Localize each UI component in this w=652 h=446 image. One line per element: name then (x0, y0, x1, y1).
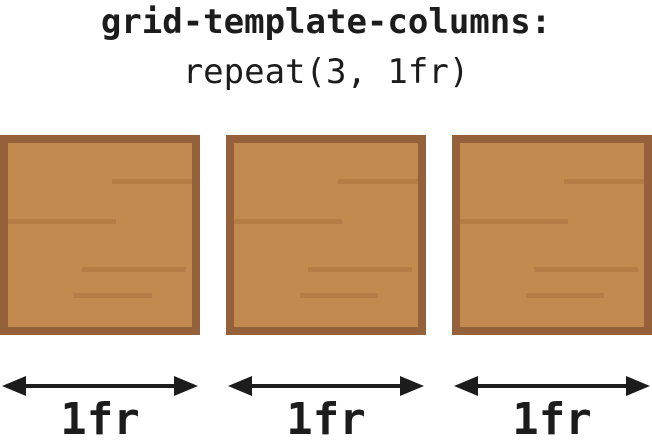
wood-grain (112, 179, 192, 184)
arrow-left-head (228, 376, 252, 396)
wood-grain (338, 179, 418, 184)
column-1-fr-label: 1fr (60, 394, 140, 445)
width-arrow-3 (454, 376, 650, 396)
width-arrow-1 (2, 376, 198, 396)
wood-grain (526, 293, 604, 298)
arrow-right-head (626, 376, 650, 396)
wood-grain (460, 219, 568, 224)
column-3-fr-label: 1fr (512, 394, 592, 445)
wood-grain (308, 267, 412, 272)
arrow-shaft (246, 384, 406, 388)
wood-grain (534, 267, 638, 272)
title-line-2: repeat(3, 1fr) (182, 52, 470, 92)
arrow-right-head (174, 376, 198, 396)
width-arrow-2 (228, 376, 424, 396)
wood-grain (234, 219, 342, 224)
arrow-right-head (400, 376, 424, 396)
wood-grain (300, 293, 378, 298)
grid-item-3 (452, 135, 652, 335)
arrow-shaft (472, 384, 632, 388)
wood-grain (564, 179, 644, 184)
column-2-fr-label: 1fr (286, 394, 366, 445)
wood-grain (82, 267, 186, 272)
arrow-shaft (20, 384, 180, 388)
arrow-left-head (2, 376, 26, 396)
grid-item-2 (226, 135, 426, 335)
title-line-1: grid-template-columns: (100, 2, 552, 42)
wood-grain (8, 219, 116, 224)
wood-grain (74, 293, 152, 298)
arrow-left-head (454, 376, 478, 396)
grid-item-1 (0, 135, 200, 335)
